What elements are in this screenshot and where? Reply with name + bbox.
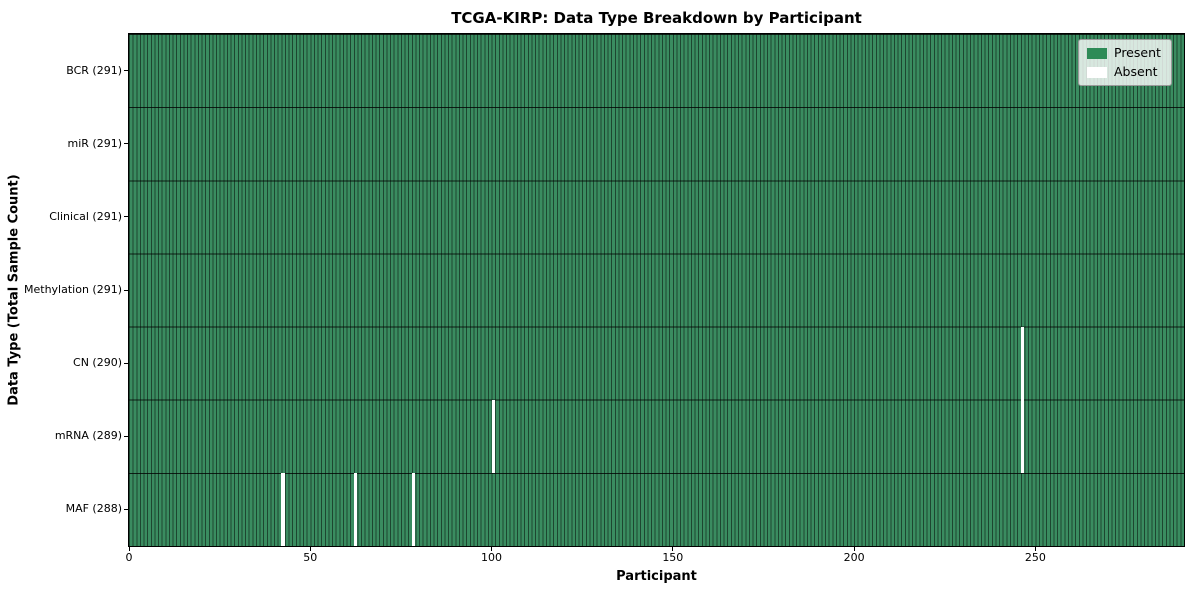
legend-label-present: Present <box>1114 45 1161 60</box>
y-axis-tick <box>124 216 128 218</box>
x-axis-tick <box>309 547 311 551</box>
x-axis-tick <box>1034 547 1036 551</box>
y-tick-label: mRNA (289) <box>54 429 122 443</box>
legend-swatch-present-icon <box>1087 47 1107 59</box>
absent-bar <box>353 472 358 546</box>
y-tick-label: CN (290) <box>73 356 122 370</box>
absent-bar <box>1020 326 1025 400</box>
absent-bar <box>411 472 416 546</box>
chart-title: TCGA-KIRP: Data Type Breakdown by Partic… <box>451 9 862 27</box>
x-tick-label: 200 <box>843 551 865 564</box>
y-tick-label: BCR (291) <box>66 63 122 77</box>
legend-item-present: Present <box>1087 46 1161 60</box>
x-axis-tick <box>128 547 130 551</box>
y-tick-label: Clinical (291) <box>49 209 122 223</box>
legend-label-absent: Absent <box>1114 64 1158 79</box>
x-tick-label: 150 <box>662 551 684 564</box>
absent-bar <box>491 399 496 473</box>
x-axis-label: Participant <box>616 569 697 584</box>
absent-bar <box>281 472 285 546</box>
y-tick-label: Methylation (291) <box>24 283 122 296</box>
legend-swatch-absent-icon <box>1087 66 1107 78</box>
y-axis-tick <box>124 143 128 145</box>
absent-bar <box>1020 399 1025 473</box>
x-axis-tick <box>491 547 493 551</box>
y-axis-tick <box>124 362 128 364</box>
x-tick-label: 250 <box>1024 551 1046 564</box>
y-axis-tick <box>124 70 128 72</box>
x-tick-label: 0 <box>125 551 133 564</box>
y-tick-label: miR (291) <box>67 136 123 150</box>
x-axis-tick <box>853 547 855 551</box>
x-axis-tick <box>672 547 674 551</box>
plot-area <box>128 33 1185 547</box>
x-tick-label: 100 <box>481 551 503 564</box>
y-axis-tick <box>124 289 128 291</box>
legend: Present Absent <box>1078 39 1172 86</box>
y-axis-tick <box>124 435 128 437</box>
x-tick-label: 50 <box>303 551 318 564</box>
legend-item-absent: Absent <box>1087 65 1161 79</box>
y-axis-tick <box>124 508 128 510</box>
y-tick-label: MAF (288) <box>65 502 122 516</box>
